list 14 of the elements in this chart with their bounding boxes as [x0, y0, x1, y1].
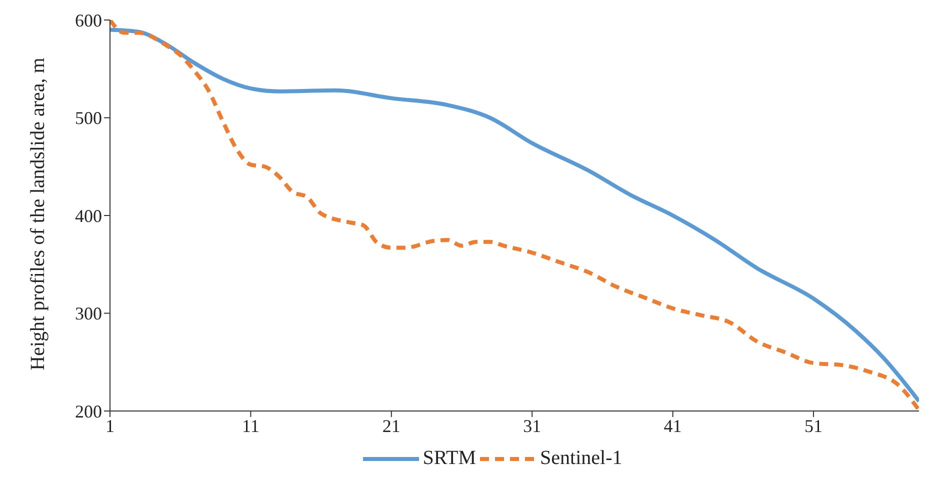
x-tick-label: 1 [106, 416, 114, 436]
legend-label: Sentinel-1 [540, 447, 622, 470]
y-axis-title: Height profiles of the landslide area, m [26, 56, 50, 372]
x-tick-label: 21 [382, 416, 400, 436]
x-tick-label: 31 [523, 416, 542, 436]
x-tick-label: 41 [664, 416, 682, 436]
y-tick-label: 400 [75, 206, 102, 226]
x-tick-label: 11 [242, 416, 260, 436]
y-tick-label: 600 [75, 10, 102, 30]
y-tick-label: 500 [75, 108, 102, 128]
y-tick-label: 200 [75, 401, 102, 422]
x-tick-label: 51 [804, 416, 822, 436]
legend-label: SRTM [422, 447, 476, 470]
y-tick-label: 300 [75, 304, 102, 324]
